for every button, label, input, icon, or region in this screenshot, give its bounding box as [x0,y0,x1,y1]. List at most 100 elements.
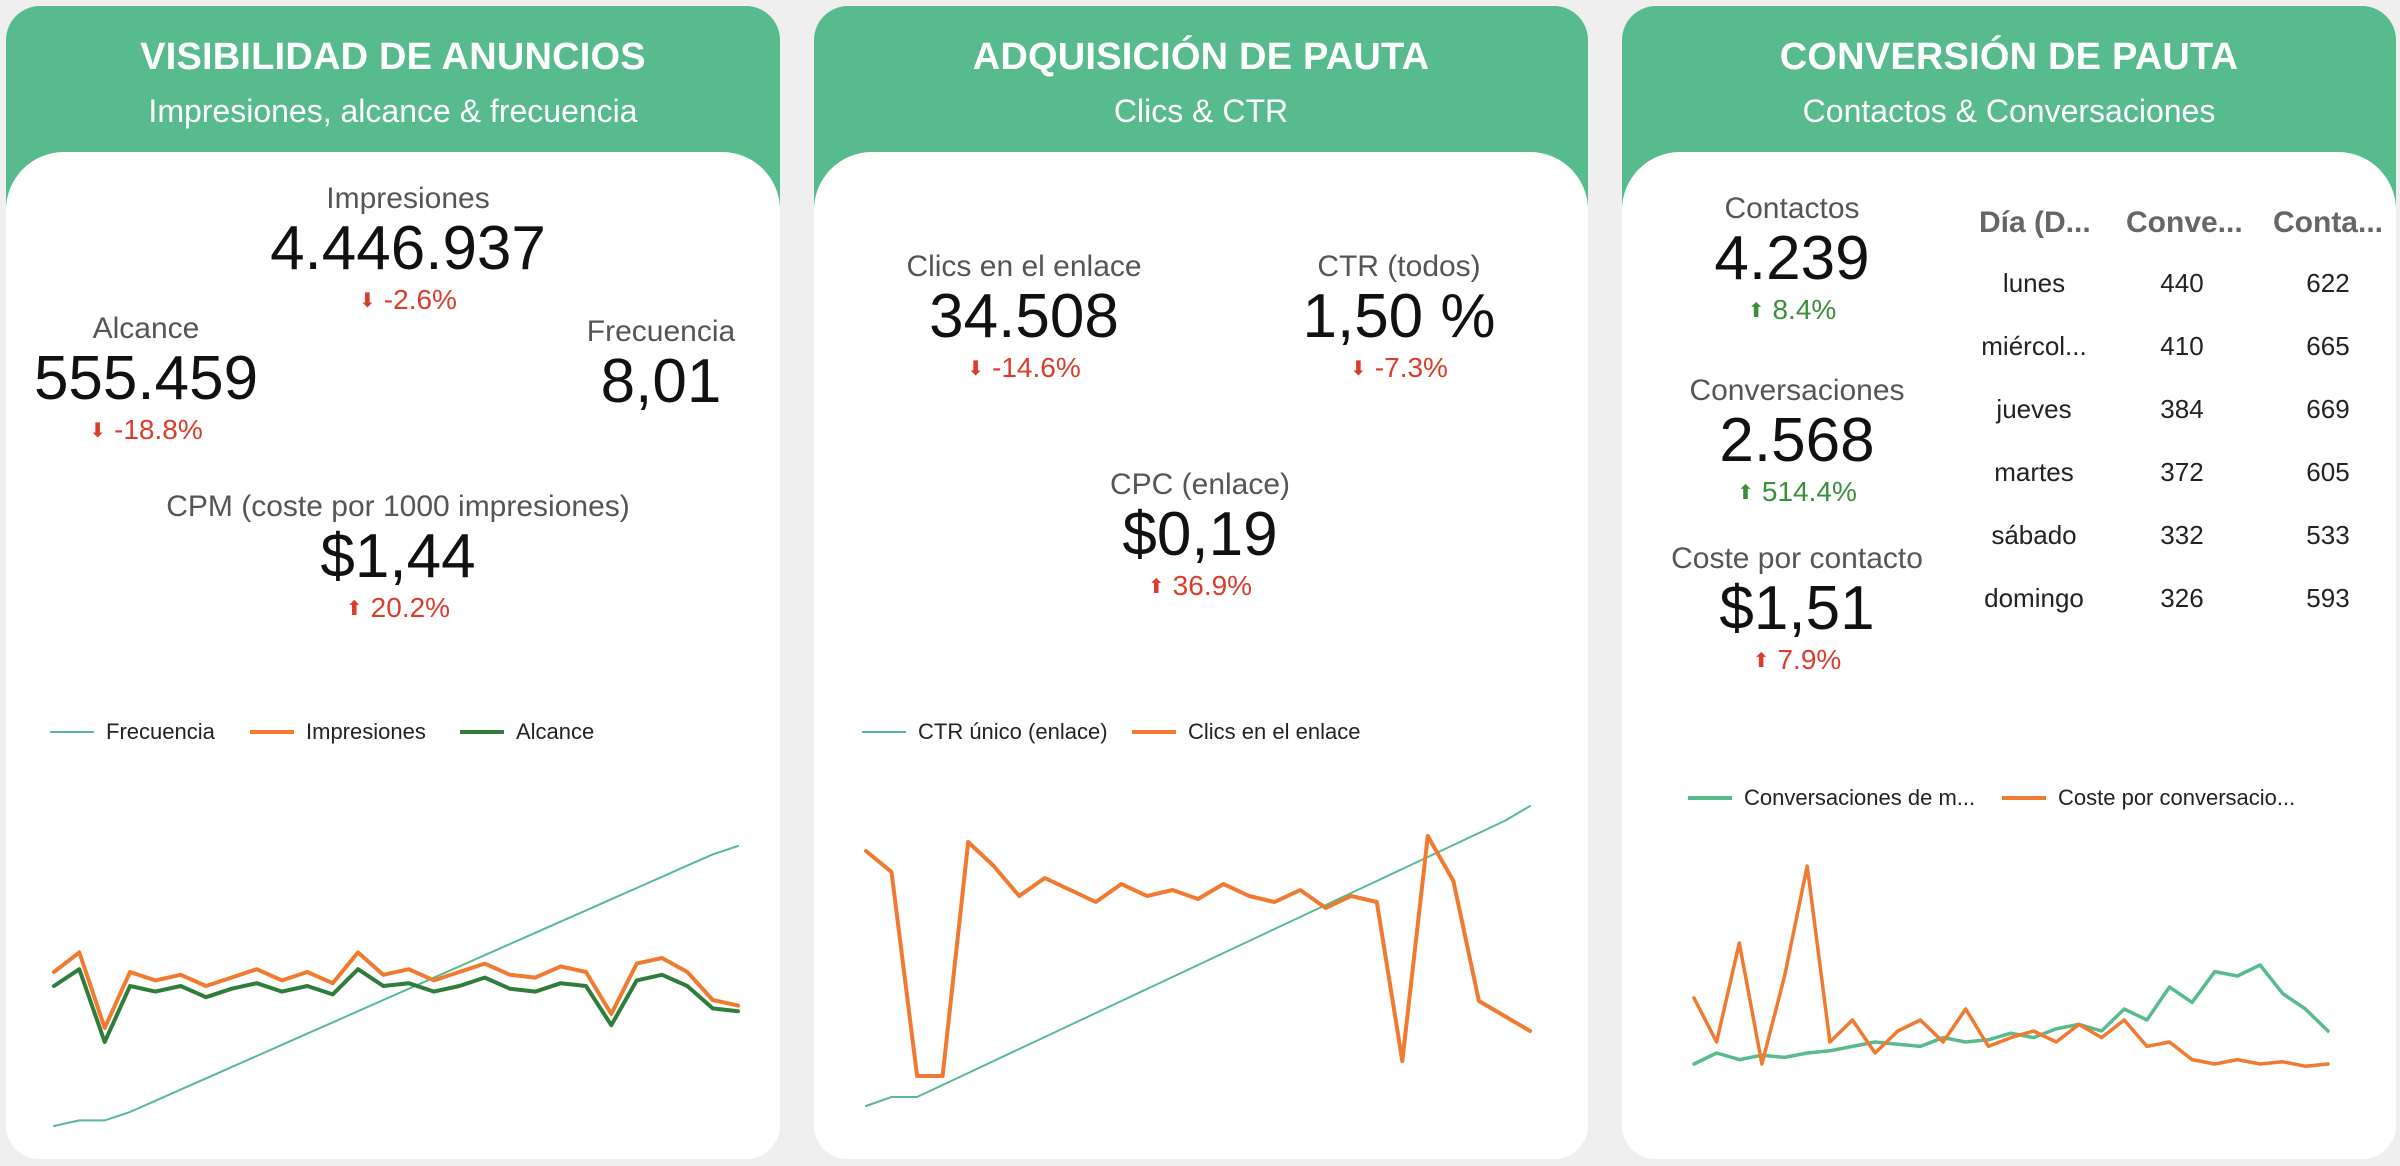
chart-legend: Frecuencia Impresiones Alcance [50,718,750,748]
series-line-coste-por-conversacio[interactable] [1692,864,2330,1068]
metric-label: Impresiones [326,182,490,215]
table-cell: 665 [2306,331,2350,361]
metric-conversaciones[interactable]: Conversaciones 2.568 ⬆ 514.4% [1652,374,1942,509]
arrow-down-icon: ⬇ [1350,358,1367,381]
legend-swatch [2002,796,2046,801]
card-subtitle: Impresiones, alcance & frecuencia [148,93,638,129]
table-cell: martes [1994,457,2074,487]
legend-item-ctr-unico[interactable]: CTR único (enlace) [862,718,1108,745]
table-cell: lunes [2002,268,2066,298]
metric-cpc[interactable]: CPC (enlace) $0,19 ⬆ 36.9% [1050,468,1350,603]
table-cell: 372 [2160,457,2204,487]
series-line-frecuencia[interactable] [53,845,739,1127]
metric-delta: ⬇ -18.8% [89,414,203,446]
legend-item-alcance[interactable]: Alcance [460,718,594,745]
metric-ctr[interactable]: CTR (todos) 1,50 % ⬇ -7.3% [1254,250,1544,385]
arrow-down-icon: ⬇ [967,358,985,381]
table-header-conversaciones[interactable]: Conve... [2126,206,2243,239]
arrow-up-icon: ⬆ [1747,300,1765,323]
metric-cpm[interactable]: CPM (coste por 1000 impresiones) $1,44 ⬆… [138,490,658,625]
metric-label: Frecuencia [586,315,736,348]
legend-item-impresiones[interactable]: Impresiones [250,718,426,745]
arrow-down-icon: ⬇ [359,290,376,313]
metric-value: 2.568 [1719,406,1875,475]
metric-contactos[interactable]: Contactos 4.239 ⬆ 8.4% [1662,192,1922,327]
series-line-clics-en-el-enlace[interactable] [864,834,1532,1078]
card-adquisicion: ADQUISICIÓN DE PAUTA Clics & CTR Clics e… [814,6,1588,1159]
card-title: VISIBILIDAD DE ANUNCIOS [140,36,646,78]
arrow-up-icon: ⬆ [1737,482,1754,505]
metric-label: Clics en el enlace [906,250,1142,283]
metric-coste-contacto[interactable]: Coste por contacto $1,51 ⬆ 7.9% [1652,542,1942,677]
metric-label: Contactos [1724,192,1860,225]
metric-clics[interactable]: Clics en el enlace 34.508 ⬇ -14.6% [874,250,1174,385]
legend-swatch [460,730,504,735]
chart-visibilidad[interactable] [46,826,746,1146]
table-cell: 593 [2306,583,2350,613]
series-line-ctr-único-enlace[interactable] [865,805,1531,1107]
metric-impresiones[interactable]: Impresiones 4.446.937 ⬇ -2.6% [258,182,558,317]
legend-item-conversaciones[interactable]: Conversaciones de m... [1688,784,1975,811]
table-cell: 326 [2160,583,2204,613]
table-header-dia[interactable]: Día (D... [1979,206,2091,239]
table-cell: 533 [2306,520,2350,550]
card-body [1622,152,2396,1159]
table-cell: sábado [1991,520,2077,550]
metric-delta: ⬆ 514.4% [1737,476,1857,508]
chart-legend: Conversaciones de m... Coste por convers… [1688,784,2368,814]
card-subtitle: Clics & CTR [1113,93,1289,129]
arrow-up-icon: ⬆ [345,598,363,621]
table-cell: 440 [2160,268,2204,298]
legend-swatch [1132,730,1176,735]
metric-delta: ⬆ 36.9% [1147,570,1253,602]
metric-frecuencia[interactable]: Frecuencia 8,01 [556,315,766,416]
table-cell: domingo [1984,583,2084,613]
card-subtitle: Contactos & Conversaciones [1802,93,2216,129]
metric-delta: ⬆ 20.2% [345,592,451,624]
card-visibilidad: VISIBILIDAD DE ANUNCIOS Impresiones, alc… [6,6,780,1159]
metric-label: Alcance [92,312,200,345]
metric-label: CPM (coste por 1000 impresiones) [166,490,630,523]
card-title: ADQUISICIÓN DE PAUTA [972,36,1430,78]
arrow-down-icon: ⬇ [89,420,107,443]
metric-value: 1,50 % [1302,282,1496,351]
card-body [814,152,1588,1159]
metric-value: $1,51 [1719,574,1875,643]
chart-conversion[interactable] [1686,856,2336,1106]
metric-value: 8,01 [600,347,722,416]
metric-value: 4.446.937 [270,214,546,283]
metric-delta: ⬇ -14.6% [967,352,1081,384]
table-cell: 669 [2306,394,2350,424]
series-line-conversaciones-de-m[interactable] [1692,963,2330,1066]
chart-adquisicion[interactable] [858,796,1538,1126]
legend-item-coste-conversacion[interactable]: Coste por conversacio... [2002,784,2295,811]
metric-alcance[interactable]: Alcance 555.459 ⬇ -18.8% [16,312,276,447]
metric-label: Conversaciones [1689,374,1905,407]
series-line-alcance[interactable] [52,967,740,1044]
arrow-up-icon: ⬆ [1752,650,1770,673]
card-conversion: CONVERSIÓN DE PAUTA Contactos & Conversa… [1622,6,2396,1159]
metric-value: 34.508 [929,282,1119,351]
metric-label: Coste por contacto [1671,542,1923,575]
legend-swatch [862,731,906,734]
card-title: CONVERSIÓN DE PAUTA [1779,36,2239,78]
table-cell: 384 [2160,394,2204,424]
metric-value: $0,19 [1122,500,1278,569]
table-cell: 622 [2306,268,2350,298]
chart-legend: CTR único (enlace) Clics en el enlace [862,718,1562,748]
legend-item-clics[interactable]: Clics en el enlace [1132,718,1360,745]
metric-delta: ⬇ -7.3% [1350,352,1448,384]
metric-label: CPC (enlace) [1109,468,1291,501]
legend-item-frecuencia[interactable]: Frecuencia [50,718,215,745]
metric-value: 555.459 [33,344,259,413]
metric-delta: ⬆ 7.9% [1752,644,1842,676]
legend-swatch [50,731,94,734]
table-cell: jueves [1996,394,2072,424]
metric-label: CTR (todos) [1317,250,1481,283]
card-body [6,152,780,1159]
table-header-contactos[interactable]: Conta... [2273,206,2383,239]
series-line-impresiones[interactable] [52,950,740,1030]
legend-swatch [250,730,294,735]
metric-delta: ⬆ 8.4% [1747,294,1837,326]
legend-swatch [1688,796,1732,801]
